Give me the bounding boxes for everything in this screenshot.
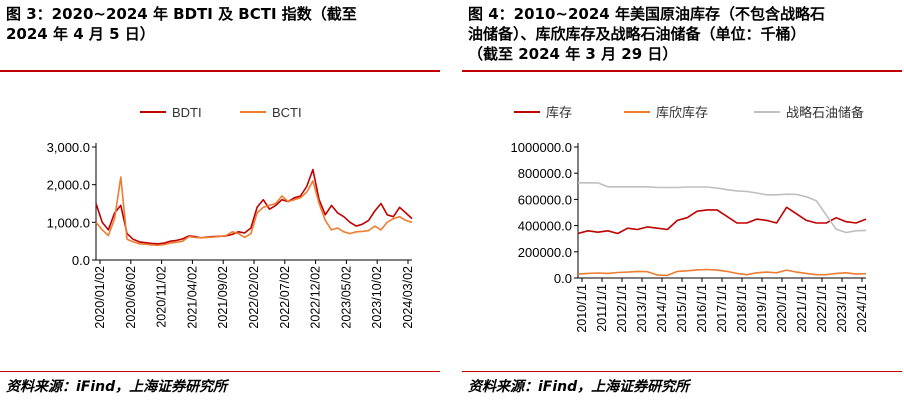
- x-tick-label: 2015/1/1: [675, 284, 689, 333]
- x-tick-label: 2024/03/02: [401, 266, 415, 329]
- x-tick-label: 2012/1/1: [615, 284, 629, 333]
- x-tick-label: 2013/1/1: [635, 284, 649, 333]
- x-tick-label: 2020/06/02: [124, 266, 138, 329]
- y-tick-label: 2,000.0: [47, 178, 90, 193]
- y-tick-label: 200000.0: [518, 245, 572, 260]
- x-tick-label: 2010/1/1: [575, 284, 589, 333]
- legend-label-0: BDTI: [172, 105, 202, 120]
- legend-label-1: 库欣库存: [656, 105, 708, 120]
- right-title-rule: [462, 70, 902, 72]
- x-tick-label: 2016/1/1: [695, 284, 709, 333]
- series-line-2: [578, 182, 867, 234]
- y-tick-label: 600000.0: [518, 192, 572, 207]
- x-tick-label: 2021/1/1: [795, 284, 809, 333]
- left-source-rule: [0, 371, 440, 372]
- x-tick-label: 2023/1/1: [835, 284, 849, 333]
- right-figure-panel: 图 4：2010~2024 年美国原油库存（不包含战略石 油储备）、库欣库存及战…: [462, 0, 904, 402]
- y-tick-label: 0.0: [554, 271, 572, 286]
- x-tick-label: 2024/1/1: [855, 284, 869, 333]
- x-tick-label: 2021/09/02: [216, 266, 230, 329]
- x-tick-label: 2022/07/02: [278, 266, 292, 329]
- legend-label-2: 战略石油储备: [786, 105, 864, 120]
- series-line-1: [577, 268, 867, 277]
- y-tick-label: 0.0: [72, 253, 90, 268]
- left-chart: BDTI BCTI 0.0 1,000.0 2,000.0 3,000.0 2020/01/…: [47, 105, 415, 329]
- x-tick-label: 2022/02/02: [247, 266, 261, 329]
- x-tick-label: 2020/1/1: [775, 284, 789, 333]
- y-tick-label: 800000.0: [518, 166, 572, 181]
- x-tick-label: 2020/01/02: [93, 266, 107, 329]
- y-tick-label: 1,000.0: [47, 215, 90, 230]
- x-tick-label: 2023/10/02: [370, 266, 384, 329]
- left-source-text: 资料来源：iFind，上海证券研究所: [6, 379, 228, 395]
- series-line-0: [95, 168, 413, 245]
- y-tick-label: 3,000.0: [47, 140, 90, 155]
- right-source-text: 资料来源：iFind，上海证券研究所: [468, 379, 690, 395]
- x-tick-label: 2017/1/1: [715, 284, 729, 333]
- right-figure-title: 图 4：2010~2024 年美国原油库存（不包含战略石 油储备）、库欣库存及战…: [468, 5, 825, 63]
- y-tick-label: 1000000.0: [511, 140, 572, 155]
- x-tick-label: 2020/11/02: [155, 266, 169, 328]
- x-tick-label: 2022/12/02: [309, 266, 323, 329]
- series-line-0: [577, 206, 867, 235]
- legend-label-1: BCTI: [272, 105, 302, 120]
- right-chart: 库存 库欣库存 战略石油储备 0.0 200000.0 400000.0 600000.0 8…: [511, 105, 869, 333]
- legend-label-0: 库存: [546, 105, 572, 120]
- x-tick-label: 2014/1/1: [655, 284, 669, 333]
- series-line-1: [95, 176, 413, 247]
- x-tick-label: 2011/1/1: [595, 284, 609, 332]
- x-tick-label: 2018/1/1: [735, 284, 749, 333]
- x-tick-label: 2021/04/02: [185, 266, 199, 329]
- right-source-rule: [462, 371, 902, 372]
- y-tick-label: 400000.0: [518, 219, 572, 234]
- left-title-rule: [0, 70, 440, 72]
- x-tick-label: 2022/1/1: [815, 284, 829, 333]
- x-tick-label: 2023/05/02: [339, 266, 353, 329]
- x-tick-label: 2019/1/1: [755, 284, 769, 333]
- left-figure-title: 图 3：2020~2024 年 BDTI 及 BCTI 指数（截至 2024 年…: [6, 5, 357, 43]
- left-figure-panel: 图 3：2020~2024 年 BDTI 及 BCTI 指数（截至 2024 年…: [0, 5, 440, 395]
